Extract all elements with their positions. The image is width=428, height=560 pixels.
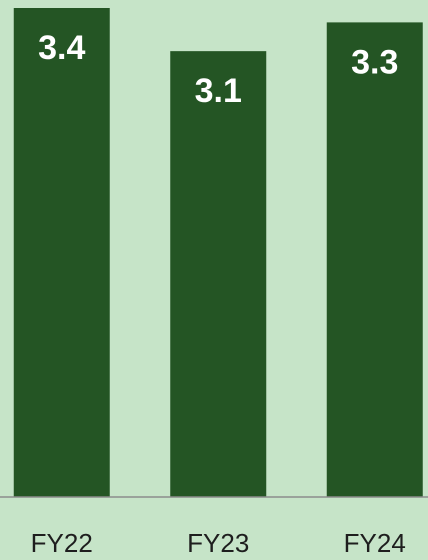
x-tick-label: FY23	[187, 528, 249, 558]
bar	[170, 51, 267, 497]
x-tick-label: FY24	[344, 528, 406, 558]
data-label: 3.4	[38, 29, 85, 67]
bar	[13, 8, 110, 497]
x-tick-label: FY22	[31, 528, 93, 558]
bar	[326, 22, 423, 497]
data-label: 3.3	[351, 43, 398, 81]
data-label: 3.1	[195, 72, 242, 110]
